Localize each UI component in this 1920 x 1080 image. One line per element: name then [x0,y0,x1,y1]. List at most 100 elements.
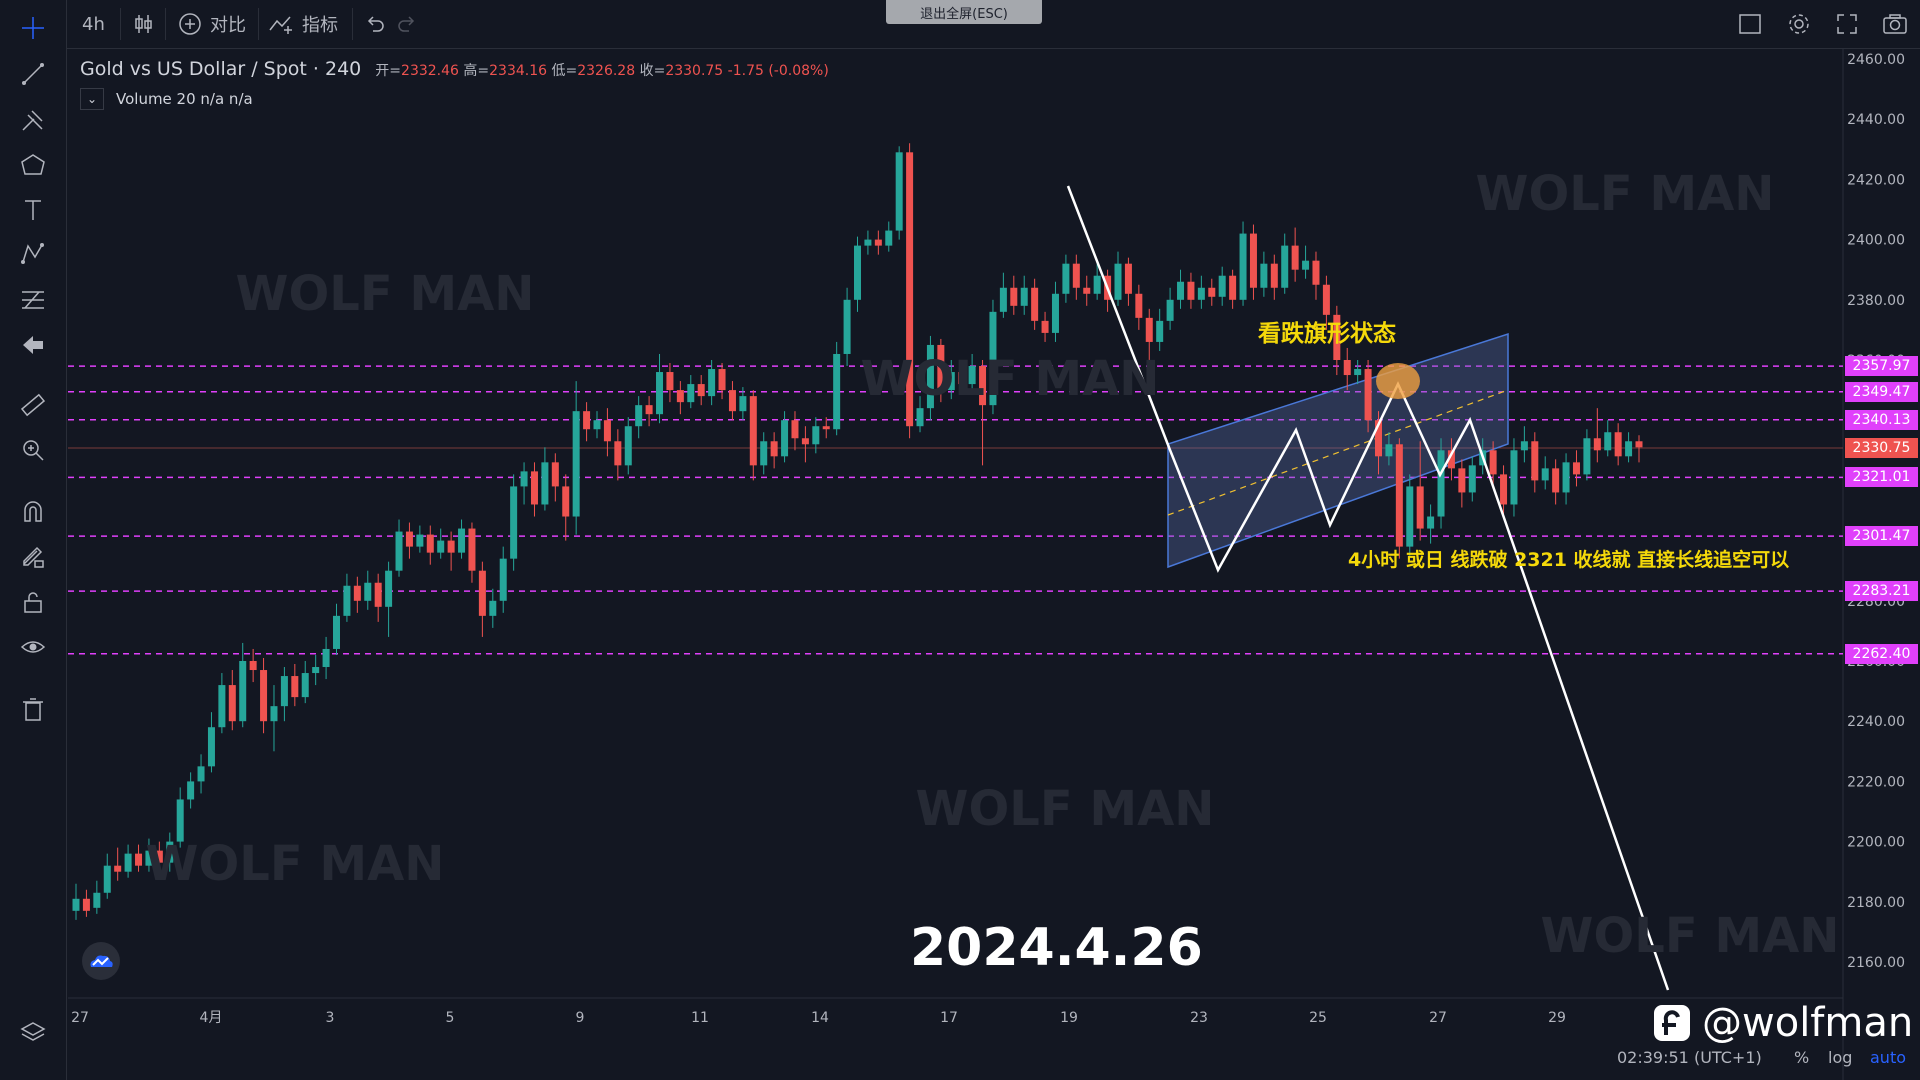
trendline-icon[interactable] [16,57,50,91]
candle-body [885,230,893,246]
camera-icon [1883,14,1907,34]
magnet-icon[interactable] [16,495,50,529]
interval-button[interactable]: 4h [82,0,105,48]
y-tick-label: 2240.00 [1847,714,1905,730]
candle-body [1124,263,1132,294]
candle-body [1333,314,1341,360]
low-label: 低= [551,63,578,79]
candle-body [1406,486,1414,547]
undo-icon [367,16,384,32]
lock-icon[interactable] [16,585,50,619]
candle-body [593,420,601,430]
candle-body [458,528,466,553]
candle-body [1354,369,1362,376]
candle-body [1510,450,1518,505]
candle-body [468,528,476,571]
undo-button[interactable] [364,0,386,48]
candle-body [72,898,80,911]
candle-body [1302,260,1310,270]
candle-body [499,558,507,601]
text-icon[interactable] [16,193,50,227]
candle-body [145,850,153,866]
collapse-legend-button[interactable]: ⌄ [80,88,104,110]
candle-body [1572,462,1580,475]
percent-toggle[interactable]: % [1794,1048,1810,1067]
candle-body [322,648,330,668]
candle-body [135,853,143,866]
trash-icon[interactable] [16,692,50,726]
candle-body [656,372,664,415]
crosshair-icon[interactable] [16,11,50,45]
candle-body [937,344,945,391]
clock-time[interactable]: 02:39:51 (UTC+1) [1617,1048,1762,1067]
pattern-icon[interactable] [16,237,50,271]
indicators-button[interactable]: 指标 [268,0,338,48]
candle-body [218,685,226,728]
x-tick-label: 4月 [200,1010,223,1026]
y-tick-label: 2180.00 [1847,895,1905,911]
candle-body [93,892,101,908]
candle-body [635,405,643,427]
auto-toggle[interactable]: auto [1870,1048,1907,1067]
candle-body [1260,263,1268,288]
candle-body [1197,287,1205,300]
candle-body [1093,275,1101,294]
candle-body [1041,320,1049,333]
last-price-tag: 2330.75 [1845,438,1918,459]
layers-icon[interactable] [16,1015,50,1049]
candle-body [1239,233,1247,300]
change-value: -1.75 (-0.08%) [727,63,829,79]
x-tick-label: 29 [1548,1010,1566,1026]
compare-button[interactable]: 对比 [178,0,246,48]
exit-fullscreen-button[interactable]: 退出全屏(ESC) [886,0,1042,24]
tradingview-logo[interactable] [82,942,120,980]
x-tick-label: 11 [691,1010,709,1026]
chart-type-button[interactable] [133,0,153,48]
candle-body [1249,233,1257,288]
settings-button[interactable] [1786,0,1812,48]
candle-body [1395,444,1403,547]
candle-body [854,245,861,300]
symbol-legend: Gold vs US Dollar / Spot · 240 开=2332.46… [80,58,829,80]
x-tick-label: 19 [1060,1010,1078,1026]
fullscreen-icon [1837,14,1857,34]
gear-icon [1789,14,1809,34]
redo-button[interactable] [396,0,418,48]
cloud-icon [90,955,113,967]
shapes-icon[interactable] [16,148,50,182]
candle-body [187,781,195,800]
left-drawing-toolbar [0,0,67,1080]
candle-body [353,585,361,601]
fullscreen-button[interactable] [1835,0,1859,48]
screenshot-button[interactable] [1882,0,1908,48]
candle-body [916,408,924,427]
back-arrow-icon[interactable] [16,328,50,362]
fib-icon[interactable] [16,283,50,317]
candle-body [1635,441,1643,448]
candle-body [781,420,789,457]
candle-body [155,850,163,863]
candle-body [447,540,455,553]
eye-icon[interactable] [16,630,50,664]
candle-body [114,865,122,872]
bear-flag-channel [1167,332,1509,569]
candle-body [760,441,768,466]
candle-body [1010,287,1018,306]
zoom-icon[interactable] [16,433,50,467]
candle-body [1177,281,1185,300]
candle-body [1552,468,1560,493]
x-tick-label: 17 [940,1010,958,1026]
layout-button[interactable] [1738,0,1762,48]
candle-body [385,570,393,607]
lock-drawing-icon[interactable] [16,540,50,574]
candle-body [728,390,736,412]
ruler-icon[interactable] [16,388,50,422]
pitchfork-icon[interactable] [16,103,50,137]
breakdown-note: 4小时 或日 线跌破 2321 收线就 直接长线追空可以 [1348,549,1790,571]
candle-body [1437,450,1445,517]
log-toggle[interactable]: log [1828,1048,1853,1067]
bear-flag-label: 看跌旗形状态 [1258,321,1396,347]
date-stamp: 2024.4.26 [910,918,1203,978]
compare-label: 对比 [210,15,246,36]
